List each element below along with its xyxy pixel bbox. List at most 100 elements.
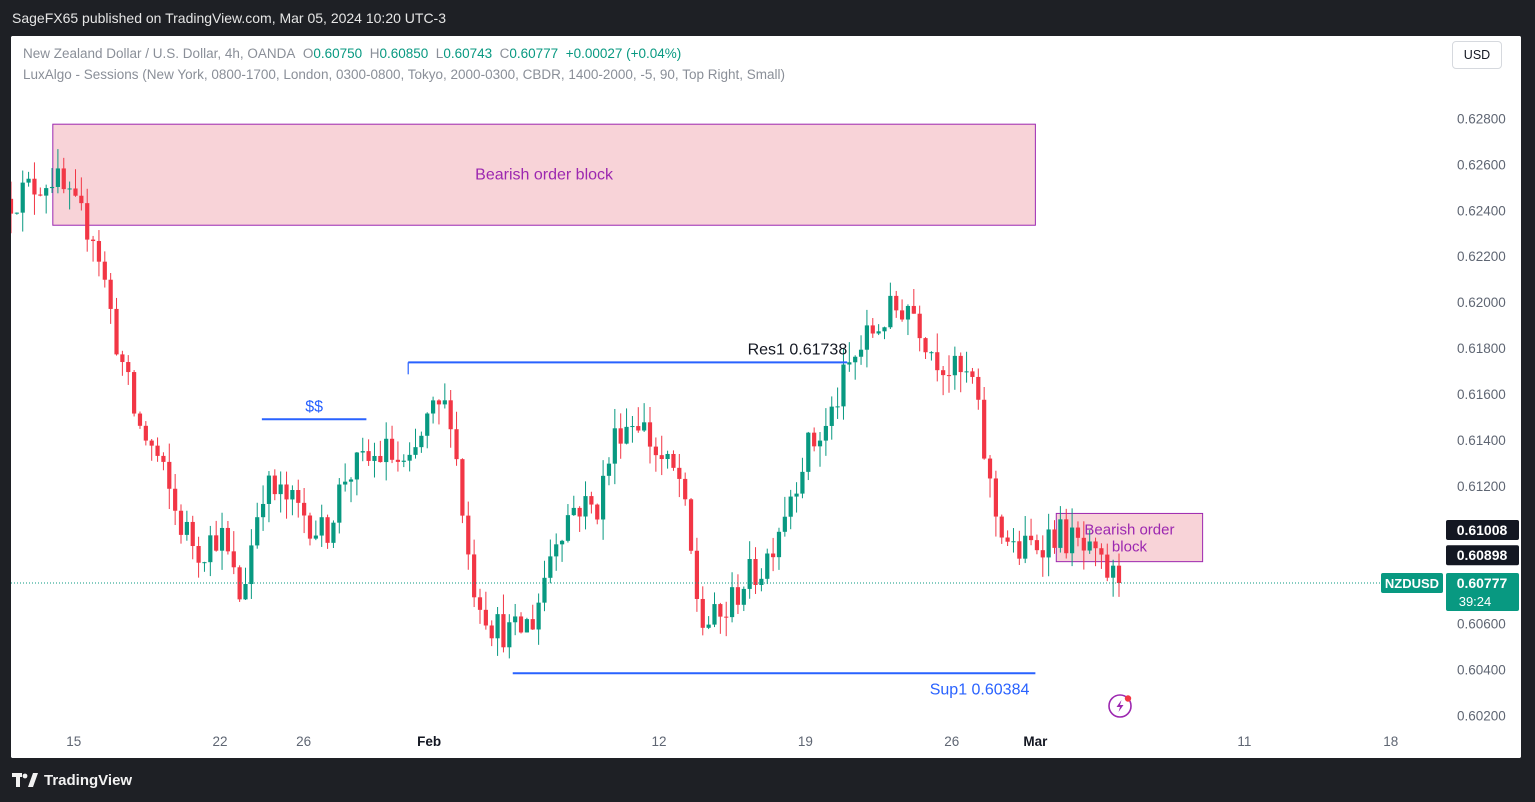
candle[interactable] — [771, 537, 776, 572]
candle[interactable] — [26, 171, 31, 187]
candle[interactable] — [214, 520, 219, 552]
candle[interactable] — [466, 501, 471, 570]
candle[interactable] — [647, 406, 653, 464]
bearish-order-block-zone[interactable] — [1055, 512, 1204, 563]
candle[interactable] — [671, 450, 676, 471]
candle[interactable] — [565, 504, 571, 543]
candle[interactable] — [794, 482, 799, 513]
candle[interactable] — [448, 390, 453, 448]
candle[interactable] — [1087, 529, 1092, 554]
candle[interactable] — [120, 350, 125, 376]
candle[interactable] — [987, 455, 993, 498]
candle[interactable] — [137, 411, 143, 429]
candle[interactable] — [847, 342, 852, 372]
candle[interactable] — [79, 177, 84, 211]
candle[interactable] — [882, 326, 887, 340]
candle[interactable] — [389, 425, 395, 464]
candle[interactable] — [49, 168, 55, 194]
candle[interactable] — [601, 460, 606, 540]
bearish-order-block-zone[interactable] — [52, 123, 1036, 226]
candle[interactable] — [595, 503, 600, 525]
candle[interactable] — [436, 399, 442, 425]
candle[interactable] — [1034, 534, 1040, 555]
candle[interactable] — [143, 421, 148, 446]
candle[interactable] — [178, 504, 184, 544]
candle[interactable] — [1093, 537, 1098, 567]
candle[interactable] — [73, 169, 78, 197]
candle[interactable] — [184, 510, 189, 541]
candle[interactable] — [38, 187, 43, 197]
candle[interactable] — [372, 442, 377, 478]
candle[interactable] — [255, 502, 260, 549]
candle[interactable] — [472, 539, 477, 608]
candle[interactable] — [44, 184, 49, 214]
candle[interactable] — [929, 351, 934, 361]
candle[interactable] — [1116, 553, 1122, 597]
candle[interactable] — [812, 427, 817, 452]
candle[interactable] — [225, 520, 231, 555]
candle[interactable] — [477, 588, 483, 624]
candle[interactable] — [190, 515, 195, 560]
candle[interactable] — [583, 481, 588, 530]
candle[interactable] — [1105, 543, 1110, 582]
candle[interactable] — [290, 485, 295, 516]
candle[interactable] — [917, 305, 922, 352]
candle[interactable] — [489, 620, 494, 647]
candle[interactable] — [430, 396, 436, 424]
candle[interactable] — [96, 230, 102, 277]
candle[interactable] — [817, 431, 823, 467]
candle[interactable] — [208, 525, 213, 577]
candle[interactable] — [841, 347, 846, 420]
candle[interactable] — [729, 572, 735, 623]
candle[interactable] — [853, 355, 858, 380]
candle[interactable] — [894, 290, 899, 318]
candle[interactable] — [870, 318, 875, 338]
currency-button[interactable]: USD — [1452, 41, 1502, 69]
candle[interactable] — [876, 324, 881, 336]
candle[interactable] — [219, 512, 225, 570]
candle[interactable] — [102, 251, 107, 288]
candle[interactable] — [806, 431, 811, 481]
candle[interactable] — [776, 527, 782, 570]
candle[interactable] — [642, 403, 647, 432]
candle[interactable] — [905, 304, 911, 336]
candle[interactable] — [753, 547, 758, 594]
candle[interactable] — [1023, 516, 1028, 564]
candle[interactable] — [425, 412, 430, 449]
candle[interactable] — [548, 539, 553, 584]
candle[interactable] — [706, 616, 711, 630]
candle[interactable] — [237, 565, 242, 602]
candle[interactable] — [366, 439, 371, 466]
candle[interactable] — [518, 612, 524, 634]
candle[interactable] — [659, 435, 664, 476]
candle[interactable] — [419, 431, 424, 453]
candle[interactable] — [1111, 559, 1116, 597]
candle[interactable] — [243, 567, 248, 600]
candle[interactable] — [554, 533, 559, 571]
candle[interactable] — [167, 443, 172, 510]
candle[interactable] — [735, 574, 741, 614]
candle[interactable] — [196, 536, 201, 578]
candle[interactable] — [712, 592, 717, 628]
candle[interactable] — [90, 235, 96, 262]
candle[interactable] — [14, 212, 19, 215]
candle[interactable] — [1046, 513, 1051, 577]
candle[interactable] — [982, 387, 987, 460]
candle[interactable] — [935, 333, 940, 382]
candle[interactable] — [67, 181, 72, 210]
candle[interactable] — [618, 413, 623, 459]
candle[interactable] — [952, 346, 957, 390]
candle[interactable] — [606, 457, 612, 486]
candle[interactable] — [278, 471, 283, 513]
candle[interactable] — [536, 593, 541, 645]
chart-panel[interactable]: Bearish order block Bearish order block Re… — [11, 36, 1521, 758]
candle[interactable] — [993, 470, 998, 537]
candle[interactable] — [348, 477, 354, 503]
candle[interactable] — [1081, 521, 1086, 570]
candle[interactable] — [202, 561, 207, 572]
candle[interactable] — [577, 506, 582, 532]
candle[interactable] — [360, 437, 365, 462]
candle[interactable] — [507, 614, 512, 659]
candle[interactable] — [126, 355, 131, 385]
